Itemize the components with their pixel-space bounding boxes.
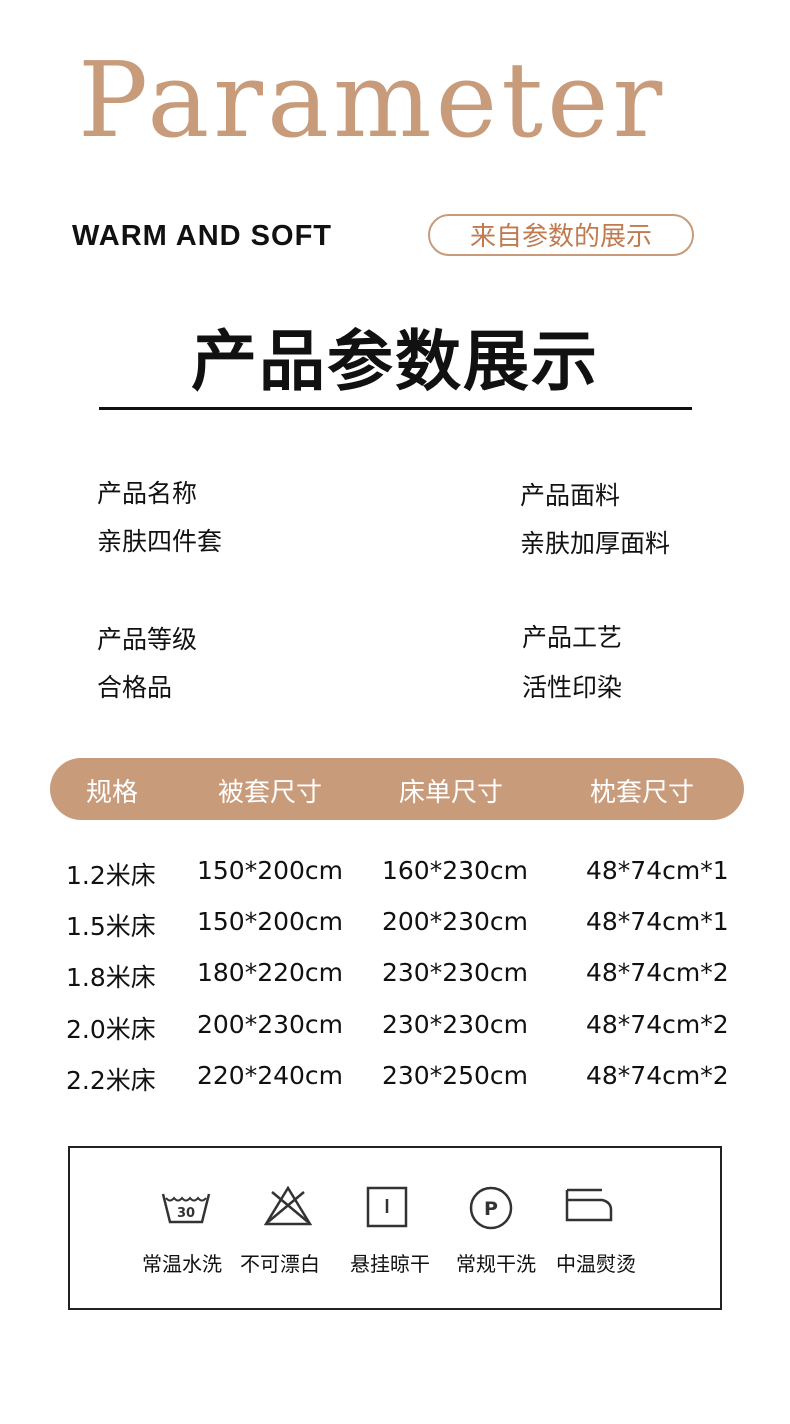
size-cell: 150*200cm [197, 856, 344, 885]
size-cell: 230*230cm [382, 958, 529, 987]
subtitle-cn-badge: 来自参数的展示 [428, 214, 694, 256]
param-label: 产品面料 [520, 481, 621, 510]
size-cell: 200*230cm [382, 907, 529, 936]
care-label: 中温熨烫 [556, 1252, 636, 1276]
care-label: 悬挂晾干 [350, 1252, 430, 1276]
care-label: 常温水洗 [142, 1252, 222, 1276]
col-header: 床单尺寸 [399, 778, 504, 808]
size-cell: 48*74cm*2 [586, 1010, 729, 1039]
care-label: 不可漂白 [240, 1252, 320, 1276]
col-header: 规格 [86, 778, 139, 808]
size-cell: 230*250cm [382, 1061, 529, 1090]
col-header: 被套尺寸 [218, 778, 323, 808]
size-cell: 150*200cm [197, 907, 344, 936]
param-label: 产品工艺 [522, 623, 623, 652]
title: Parameter [78, 39, 667, 161]
no-bleach-icon [264, 1186, 312, 1226]
size-cell: 200*230cm [197, 1010, 344, 1039]
bed-size-cell: 1.2米床 [66, 861, 156, 890]
hang-dry-icon [366, 1186, 408, 1228]
size-cell: 48*74cm*1 [586, 856, 729, 885]
size-cell: 48*74cm*1 [586, 907, 729, 936]
bed-size-cell: 1.8米床 [66, 963, 156, 992]
dry-clean-letter: P [484, 1198, 498, 1220]
param-value: 亲肤加厚面料 [520, 529, 671, 558]
bed-size-cell: 2.2米床 [66, 1066, 156, 1095]
size-cell: 180*220cm [197, 958, 344, 987]
param-value: 亲肤四件套 [97, 527, 223, 556]
iron-medium-icon [565, 1188, 613, 1222]
bed-size-cell: 2.0米床 [66, 1015, 156, 1044]
param-label: 产品名称 [97, 479, 198, 508]
size-cell: 48*74cm*2 [586, 1061, 729, 1090]
section-heading: 产品参数展示 [191, 323, 599, 400]
size-cell: 160*230cm [382, 856, 529, 885]
size-cell: 230*230cm [382, 1010, 529, 1039]
bed-size-cell: 1.5米床 [66, 912, 156, 941]
care-label: 常规干洗 [456, 1252, 536, 1276]
wash-30-icon: 30 [161, 1193, 211, 1224]
param-value: 合格品 [97, 673, 173, 702]
param-label: 产品等级 [97, 625, 198, 654]
care-instructions: 30 P 常温水洗 不可漂白 悬挂晾干 常规干洗 中温熨烫 [68, 1146, 722, 1310]
col-header: 枕套尺寸 [590, 778, 695, 808]
size-cell: 220*240cm [197, 1061, 344, 1090]
divider [99, 407, 692, 410]
wash-temp: 30 [177, 1206, 195, 1221]
size-cell: 48*74cm*2 [586, 958, 729, 987]
subtitle-en: WARM AND SOFT [72, 220, 333, 252]
param-value: 活性印染 [522, 673, 623, 702]
size-table-header: 规格 被套尺寸 床单尺寸 枕套尺寸 [50, 758, 744, 820]
dry-clean-p-icon: P [469, 1186, 513, 1230]
